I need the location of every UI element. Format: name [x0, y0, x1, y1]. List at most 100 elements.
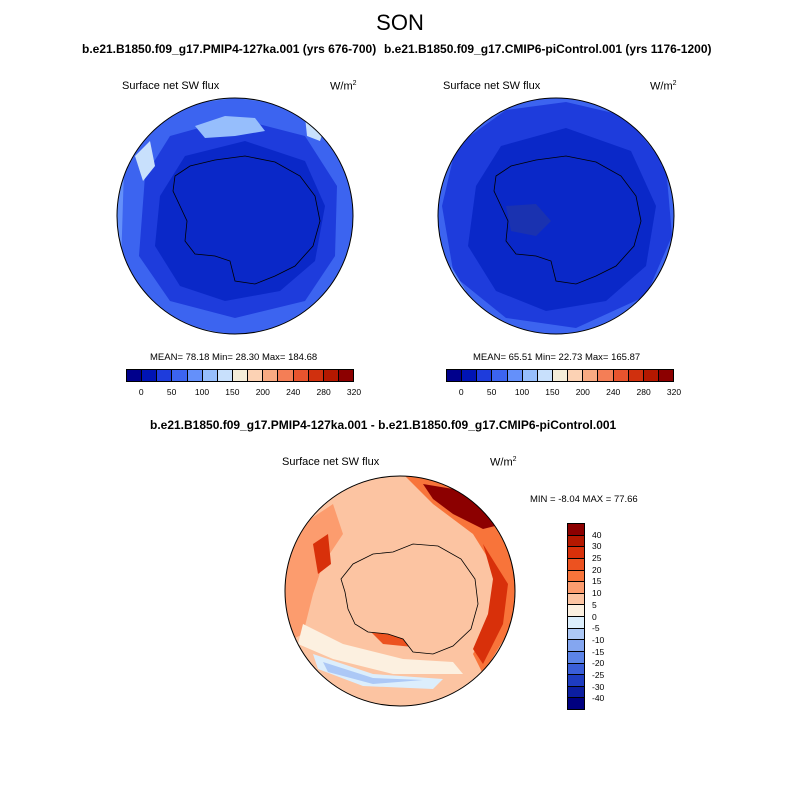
colorbar-tick-label: 50	[486, 387, 497, 397]
colorbar-tick-label: 40	[592, 529, 602, 540]
colorbar-swatch	[568, 617, 584, 629]
right-units-label: W/m2	[650, 80, 677, 93]
colorbar-swatch	[568, 582, 584, 594]
colorbar-swatch	[583, 370, 599, 381]
colorbar-tick-label: 25	[592, 553, 602, 564]
colorbar-tick-label: 200	[575, 387, 590, 397]
diff-panel-title: b.e21.B1850.f09_g17.PMIP4-127ka.001 - b.…	[150, 418, 617, 432]
colorbar-tick-label: -40	[592, 693, 605, 704]
colorbar-swatch	[552, 370, 569, 381]
right-polar-map	[437, 97, 675, 335]
diff-stats: MIN = -8.04 MAX = 77.66	[530, 494, 638, 505]
colorbar-swatch	[462, 370, 478, 381]
colorbar-tick-label: -30	[592, 681, 605, 692]
colorbar-swatch	[157, 370, 173, 381]
colorbar-swatch	[323, 370, 339, 381]
colorbar-tick-label: 50	[166, 387, 177, 397]
colorbar-tick-label: 20	[592, 564, 602, 575]
colorbar-tick-label: -10	[592, 634, 605, 645]
colorbar-tick-label: 5	[592, 599, 597, 610]
colorbar-swatch	[537, 370, 553, 381]
colorbar-swatch	[568, 524, 584, 536]
colorbar-swatch	[613, 370, 629, 381]
colorbar-swatch	[598, 370, 614, 381]
colorbar-swatch	[568, 547, 584, 559]
right-stats: MEAN= 65.51 Min= 22.73 Max= 165.87	[473, 352, 641, 363]
colorbar-swatch	[522, 370, 538, 381]
diff-polar-map	[284, 475, 516, 707]
left-colorbar	[126, 369, 354, 382]
colorbar-tick-label: -25	[592, 669, 605, 680]
left-antarctica-outline	[172, 155, 321, 285]
colorbar-swatch	[568, 570, 584, 583]
colorbar-swatch	[568, 370, 584, 381]
colorbar-tick-label: 150	[225, 387, 240, 397]
colorbar-tick-label: 15	[592, 576, 602, 587]
colorbar-swatch	[568, 675, 584, 687]
diff-variable-label: Surface net SW flux	[282, 456, 380, 468]
colorbar-tick-label: 240	[286, 387, 301, 397]
colorbar-tick-label: -5	[592, 623, 600, 634]
colorbar-tick-label: 240	[606, 387, 621, 397]
right-panel-title: b.e21.B1850.f09_g17.CMIP6-piControl.001 …	[384, 42, 712, 56]
colorbar-tick-label: 280	[316, 387, 331, 397]
colorbar-swatch	[507, 370, 523, 381]
colorbar-tick-label: 10	[592, 588, 602, 599]
colorbar-swatch	[568, 535, 584, 548]
colorbar-swatch	[263, 370, 279, 381]
colorbar-swatch	[568, 640, 584, 652]
colorbar-swatch	[568, 628, 584, 641]
colorbar-swatch	[568, 698, 584, 709]
colorbar-swatch	[338, 370, 354, 381]
figure-title: SON	[376, 10, 424, 35]
colorbar-swatch	[278, 370, 294, 381]
left-variable-label: Surface net SW flux	[122, 80, 220, 92]
colorbar-tick-label: 0	[138, 387, 144, 397]
colorbar-swatch	[568, 651, 584, 664]
colorbar-tick-label: 320	[666, 387, 682, 397]
left-units-label: W/m2	[330, 80, 357, 93]
right-antarctica-outline	[493, 155, 642, 285]
colorbar-swatch	[658, 370, 674, 381]
left-polar-map	[116, 97, 354, 335]
colorbar-tick-label: 280	[636, 387, 651, 397]
colorbar-swatch	[568, 558, 584, 571]
colorbar-swatch	[293, 370, 309, 381]
colorbar-swatch	[172, 370, 188, 381]
colorbar-tick-label: -15	[592, 646, 605, 657]
colorbar-swatch	[308, 370, 324, 381]
left-panel-title: b.e21.B1850.f09_g17.PMIP4-127ka.001 (yrs…	[82, 42, 377, 56]
colorbar-swatch	[142, 370, 158, 381]
colorbar-swatch	[232, 370, 249, 381]
colorbar-swatch	[127, 370, 143, 381]
colorbar-tick-label: -20	[592, 658, 605, 669]
colorbar-tick-label: 150	[545, 387, 560, 397]
colorbar-swatch	[568, 593, 584, 606]
colorbar-swatch	[447, 370, 463, 381]
colorbar-tick-label: 30	[592, 541, 602, 552]
colorbar-swatch	[628, 370, 644, 381]
left-stats: MEAN= 78.18 Min= 28.30 Max= 184.68	[150, 352, 318, 363]
colorbar-tick-label: 320	[346, 387, 362, 397]
diff-units-label: W/m2	[490, 456, 517, 469]
colorbar-swatch	[568, 663, 584, 676]
colorbar-swatch	[568, 605, 584, 617]
colorbar-tick-label: 100	[514, 387, 530, 397]
colorbar-tick-label: 0	[592, 611, 597, 622]
right-colorbar-swatches	[446, 369, 674, 382]
colorbar-swatch	[477, 370, 493, 381]
colorbar-swatch	[643, 370, 659, 381]
colorbar-tick-label: 100	[194, 387, 210, 397]
colorbar-swatch	[568, 686, 584, 699]
colorbar-swatch	[187, 370, 203, 381]
colorbar-swatch	[202, 370, 218, 381]
right-variable-label: Surface net SW flux	[443, 80, 541, 92]
diff-antarctica-outline	[340, 543, 479, 655]
colorbar-swatch	[492, 370, 508, 381]
diff-colorbar	[567, 523, 585, 710]
left-colorbar-swatches	[126, 369, 354, 382]
right-colorbar	[446, 369, 674, 382]
colorbar-swatch	[248, 370, 264, 381]
colorbar-tick-label: 200	[255, 387, 270, 397]
colorbar-tick-label: 0	[458, 387, 464, 397]
